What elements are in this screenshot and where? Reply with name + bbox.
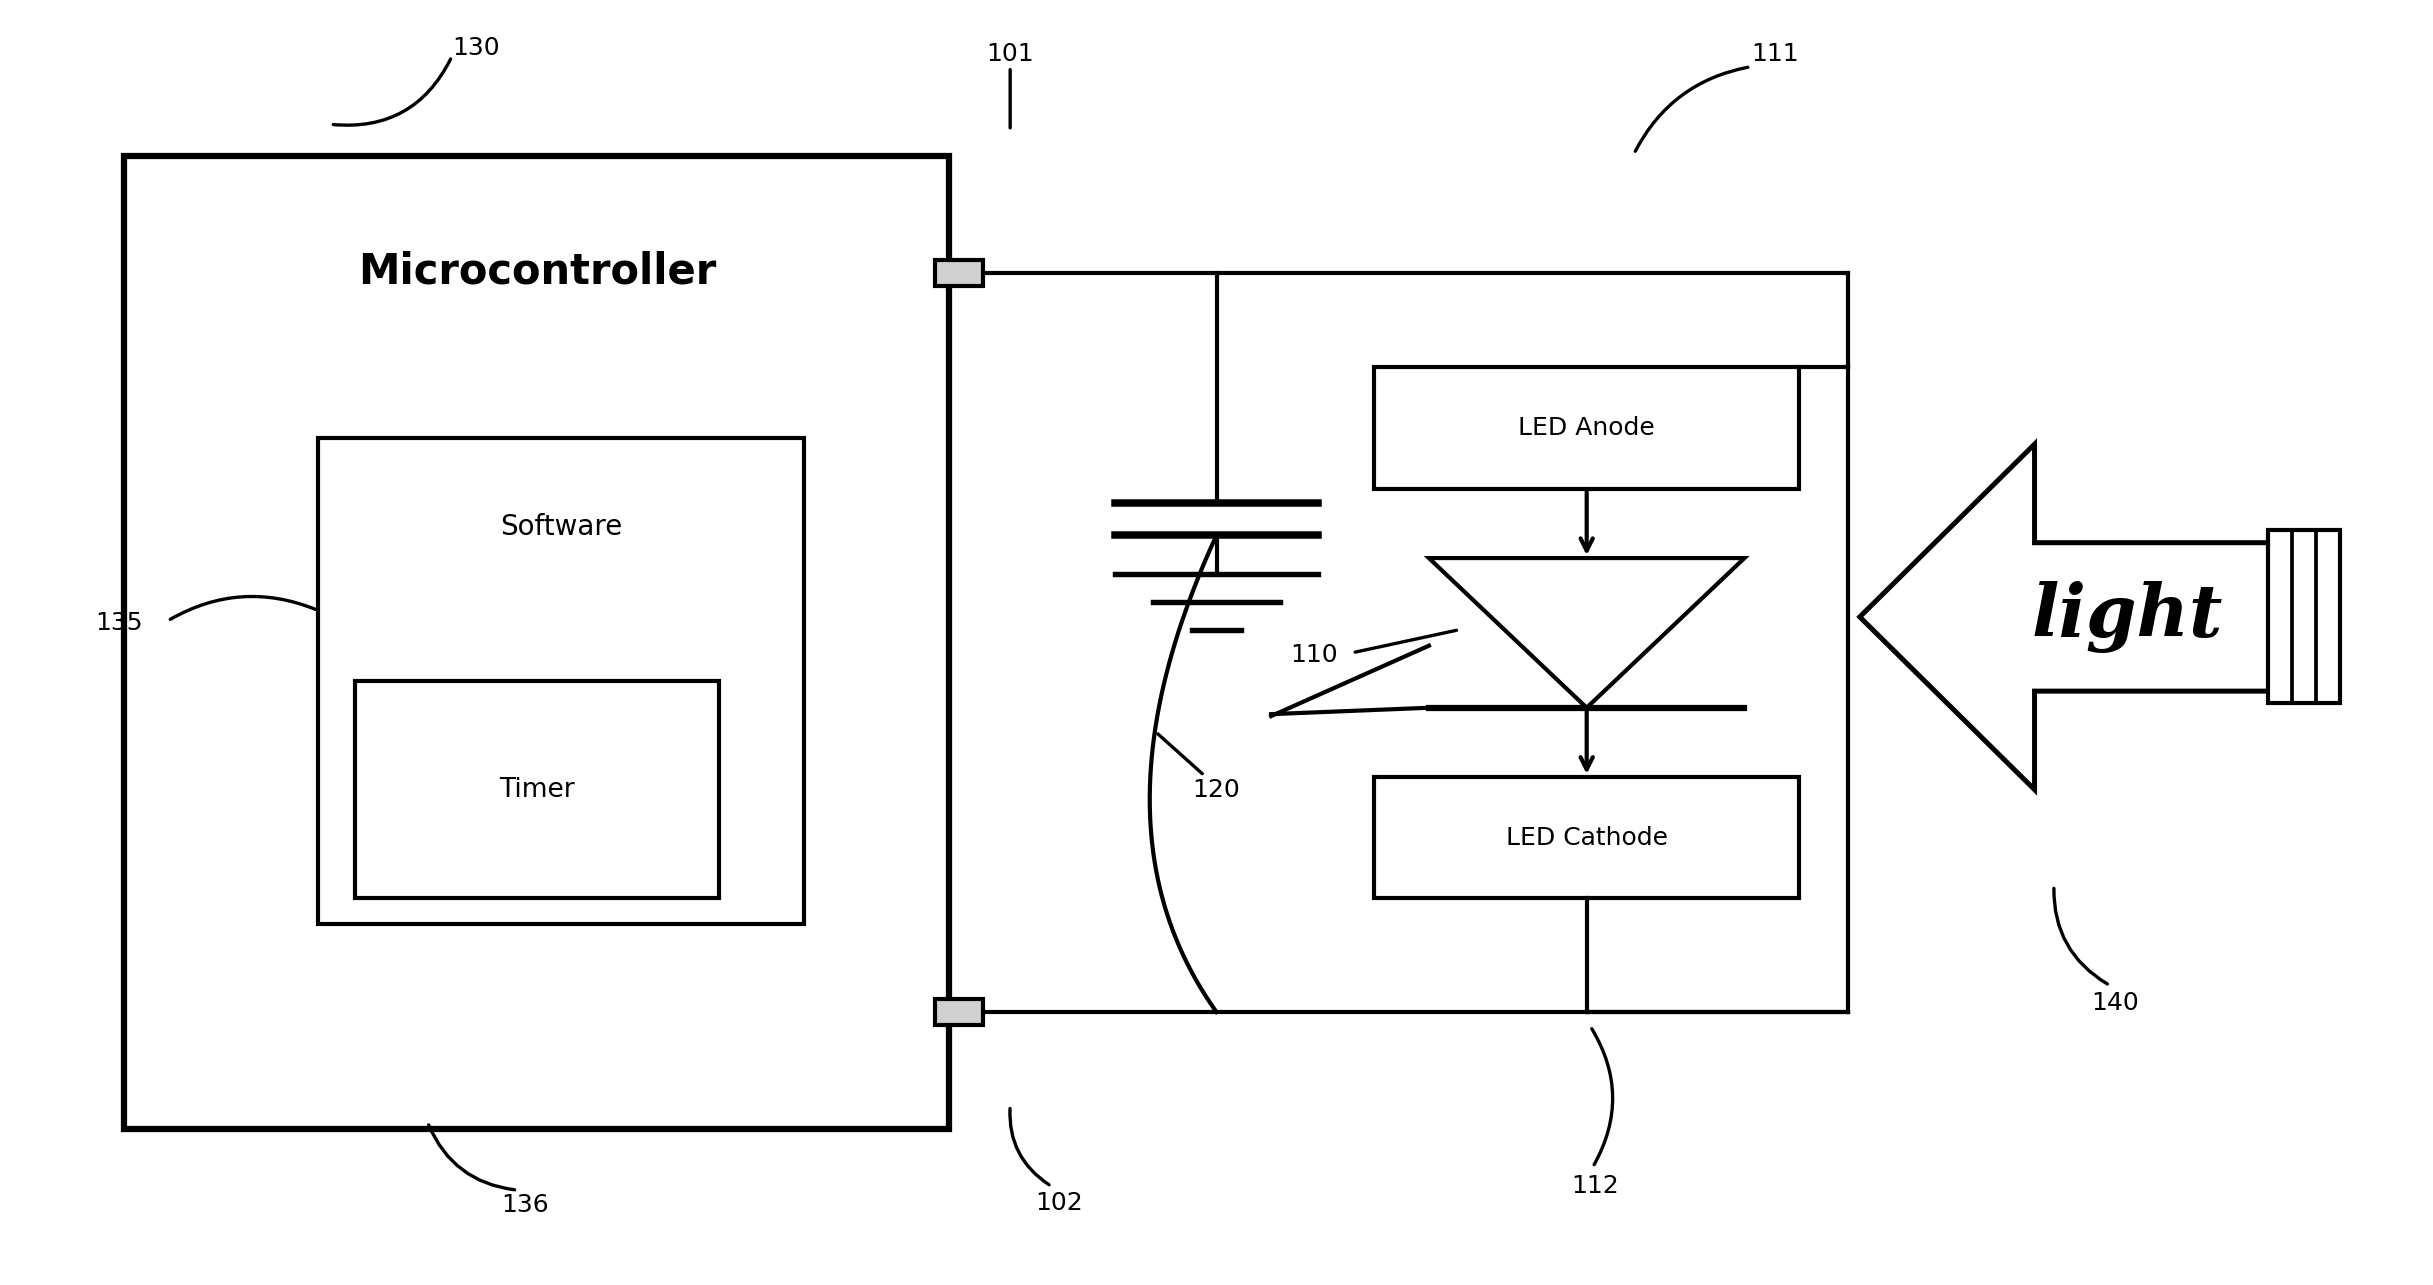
Text: Microcontroller: Microcontroller [358,251,715,293]
Text: 110: 110 [1289,644,1338,667]
Text: 136: 136 [501,1194,547,1217]
Text: 140: 140 [2090,991,2139,1015]
Text: LED Cathode: LED Cathode [1506,826,1667,849]
Text: 111: 111 [1752,42,1798,66]
Text: 101: 101 [985,42,1034,66]
FancyBboxPatch shape [124,157,949,1128]
Text: Timer: Timer [499,776,574,803]
FancyBboxPatch shape [355,681,718,898]
Text: Software: Software [499,513,623,541]
Text: 102: 102 [1034,1191,1083,1214]
FancyBboxPatch shape [1375,368,1798,490]
Text: 112: 112 [1572,1174,1618,1199]
FancyBboxPatch shape [2268,529,2341,703]
FancyBboxPatch shape [1375,777,1798,898]
Text: 120: 120 [1192,777,1241,802]
FancyBboxPatch shape [934,1000,983,1025]
Text: LED Anode: LED Anode [1518,416,1654,441]
FancyBboxPatch shape [319,438,803,924]
Text: light: light [2032,581,2221,653]
Text: 130: 130 [453,36,499,59]
FancyBboxPatch shape [934,260,983,285]
Text: 135: 135 [95,612,144,635]
